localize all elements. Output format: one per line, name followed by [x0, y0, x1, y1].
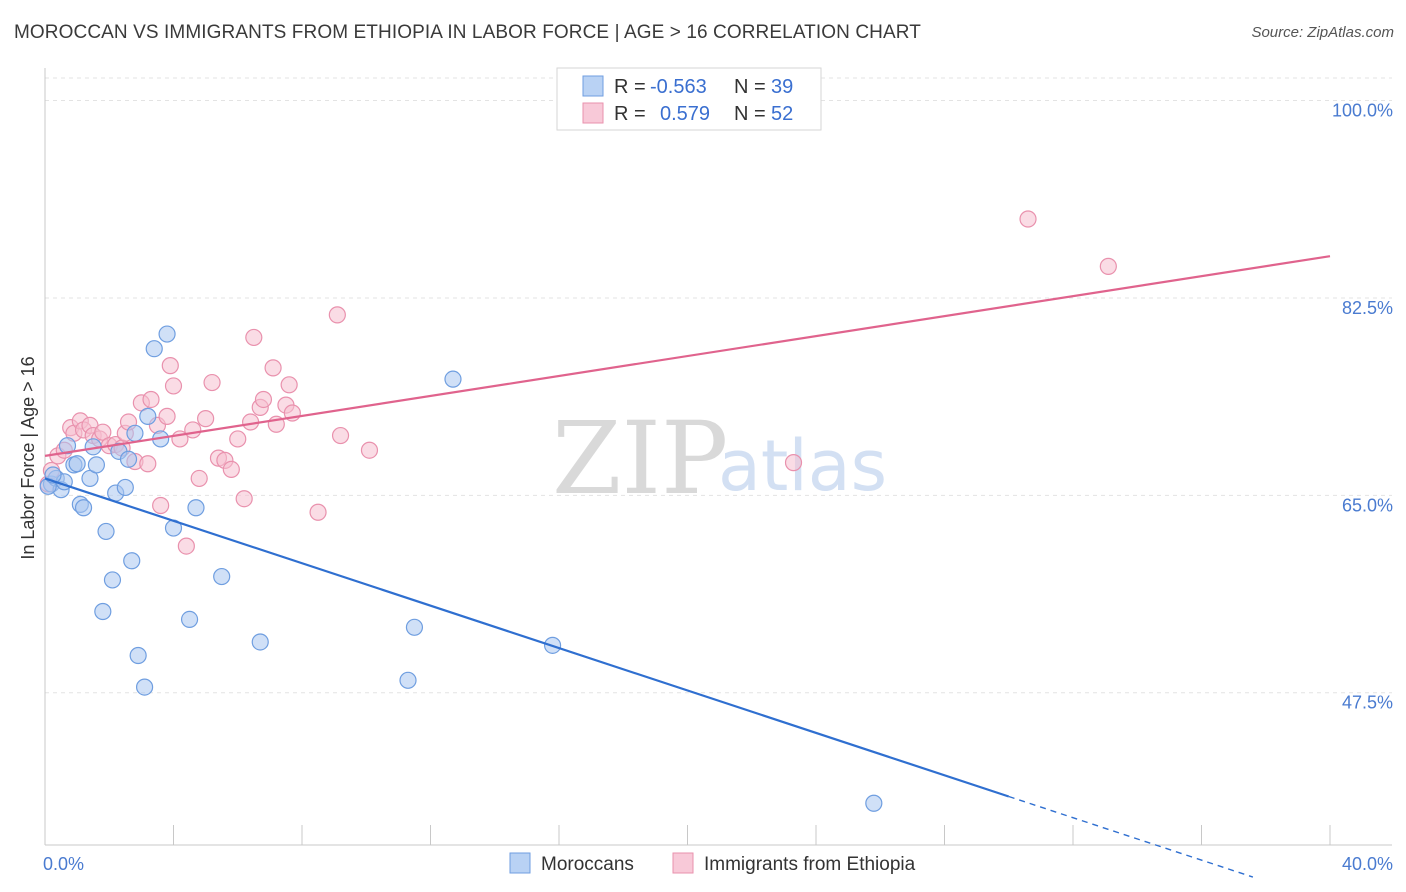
- moroccans-point-23: [139, 407, 157, 425]
- y-tick-label-3: 47.5%: [1342, 693, 1393, 713]
- x-tick-label-1: 40.0%: [1342, 854, 1393, 874]
- series-moroccans: [39, 325, 883, 812]
- ethiopia-point-52: [1099, 257, 1117, 275]
- ethiopia-trend-line: [44, 255, 1331, 457]
- ethiopia-point-36: [235, 490, 253, 508]
- moroccans-point-22: [135, 678, 154, 696]
- ethiopia-point-47: [328, 306, 346, 324]
- moroccans-trend-line: [44, 477, 1010, 798]
- ethiopia-point-22: [152, 496, 170, 515]
- y-tick-label-0: 100.0%: [1332, 101, 1393, 121]
- moroccans-point-17: [116, 478, 134, 497]
- ethiopia-point-34: [222, 460, 240, 478]
- bottom-legend-swatch-moroccans: [509, 852, 531, 874]
- legend-r-value-moroccans: -0.563: [650, 76, 707, 98]
- moroccans-point-31: [251, 633, 269, 651]
- ethiopia-point-48: [331, 426, 350, 445]
- moroccans-point-21: [129, 646, 147, 665]
- trend-lines: [44, 255, 1331, 878]
- ethiopia-point-49: [360, 441, 379, 459]
- legend-swatch-ethiopia: [582, 102, 604, 124]
- moroccans-point-8: [74, 499, 93, 517]
- moroccans-point-20: [126, 424, 144, 442]
- moroccans-point-6: [68, 455, 86, 473]
- bottom-legend-label-moroccans: Moroccans: [541, 854, 634, 875]
- ethiopia-point-40: [254, 390, 273, 409]
- moroccans-point-36: [865, 794, 883, 812]
- bottom-legend: Moroccans Immigrants from Ethiopia: [509, 852, 916, 875]
- moroccans-point-33: [405, 618, 424, 636]
- moroccans-point-18: [119, 450, 138, 468]
- chart-title: MOROCCAN VS IMMIGRANTS FROM ETHIOPIA IN …: [14, 22, 921, 43]
- moroccans-point-29: [187, 499, 205, 517]
- legend-n-label-moroccans: N =: [734, 76, 766, 98]
- legend-n-value-moroccans: 39: [771, 76, 793, 98]
- ethiopia-point-30: [197, 410, 215, 428]
- ethiopia-point-31: [203, 373, 221, 392]
- y-tick-labels: 100.0% 82.5% 65.0% 47.5%: [1332, 101, 1393, 713]
- y-tick-label-2: 65.0%: [1342, 495, 1393, 515]
- moroccans-point-13: [97, 522, 115, 541]
- moroccans-trend-extension: [1008, 795, 1254, 878]
- ethiopia-point-28: [184, 421, 202, 439]
- ethiopia-point-19: [139, 455, 157, 473]
- moroccans-point-12: [94, 602, 112, 621]
- moroccans-point-28: [180, 610, 199, 629]
- moroccans-point-4: [58, 437, 77, 455]
- x-tick-labels: 0.0% 40.0%: [43, 854, 1393, 874]
- ethiopia-point-35: [229, 430, 247, 448]
- moroccans-point-26: [158, 325, 176, 343]
- ethiopia-point-27: [177, 537, 195, 555]
- legend-r-label-moroccans: R =: [614, 76, 646, 98]
- ethiopia-point-25: [164, 377, 183, 395]
- ethiopia-point-38: [245, 328, 263, 347]
- moroccans-point-30: [213, 567, 231, 586]
- ethiopia-point-23: [158, 407, 176, 425]
- bottom-legend-swatch-ethiopia: [672, 852, 694, 874]
- moroccans-point-19: [123, 552, 141, 570]
- ethiopia-point-46: [309, 503, 327, 521]
- ethiopia-point-29: [190, 469, 208, 488]
- grid-lines: [45, 77, 1392, 694]
- legend-r-value-ethiopia: 0.579: [660, 103, 710, 125]
- x-tick-label-0: 0.0%: [43, 854, 84, 874]
- moroccans-point-32: [399, 671, 417, 689]
- ethiopia-point-20: [142, 390, 160, 409]
- y-tick-label-1: 82.5%: [1342, 298, 1393, 318]
- watermark-atlas: atlas: [718, 425, 887, 507]
- moroccans-point-34: [444, 370, 462, 388]
- source-label: Source: ZipAtlas.com: [1251, 24, 1394, 41]
- legend-swatch-moroccans: [582, 75, 604, 97]
- y-axis-title: In Labor Force | Age > 16: [18, 356, 38, 559]
- legend-n-value-ethiopia: 52: [771, 103, 793, 125]
- legend-r-label-ethiopia: R =: [614, 103, 646, 125]
- ethiopia-point-41: [264, 359, 282, 377]
- ethiopia-point-50: [784, 454, 803, 472]
- watermark-zip: ZIP: [552, 400, 728, 517]
- ethiopia-point-24: [161, 357, 179, 375]
- ethiopia-point-51: [1019, 210, 1037, 228]
- moroccans-point-11: [87, 456, 106, 474]
- moroccans-point-14: [103, 571, 122, 589]
- axes: [44, 68, 1392, 846]
- bottom-legend-label-ethiopia: Immigrants from Ethiopia: [704, 854, 916, 875]
- legend-n-label-ethiopia: N =: [734, 103, 766, 125]
- moroccans-point-24: [145, 340, 163, 358]
- legend-box: R = -0.563 N = 39 R = 0.579 N = 52: [556, 67, 822, 131]
- ethiopia-point-44: [280, 376, 298, 394]
